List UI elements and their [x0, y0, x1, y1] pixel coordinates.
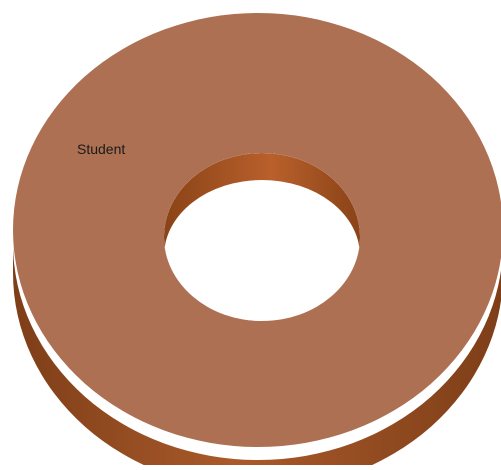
doughnut-inner-hole-floor — [164, 180, 360, 321]
slice-label-student: Student — [77, 141, 125, 157]
